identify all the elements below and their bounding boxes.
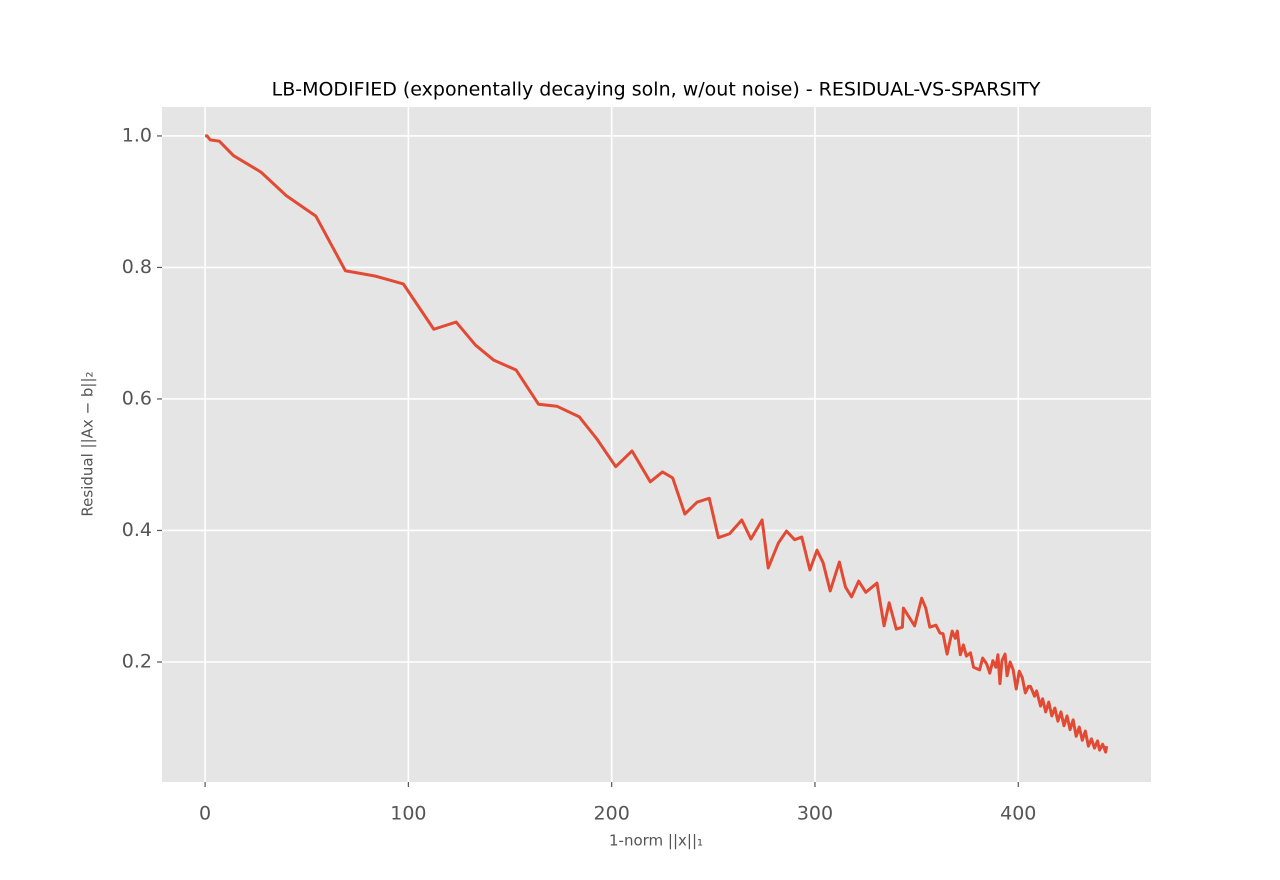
x-tick-label: 200	[594, 803, 630, 825]
y-tick-label: 0.2	[122, 650, 152, 672]
y-tick-label: 1.0	[122, 124, 152, 146]
x-axis-label: 1-norm ||x||₁	[609, 832, 703, 850]
x-tick-label: 400	[1000, 803, 1036, 825]
y-tick-label: 0.4	[122, 519, 152, 541]
y-axis-label: Residual ||Ax − b||₂	[79, 371, 97, 516]
chart-title: LB-MODIFIED (exponentally decaying soln,…	[272, 79, 1041, 101]
y-tick-label: 0.6	[122, 387, 152, 409]
data-line	[205, 134, 1109, 754]
x-tick-label: 100	[390, 803, 426, 825]
x-tick-label: 0	[199, 803, 211, 825]
x-tick-label: 300	[797, 803, 833, 825]
y-tick-label: 0.8	[122, 256, 152, 278]
plot-area	[162, 107, 1151, 782]
